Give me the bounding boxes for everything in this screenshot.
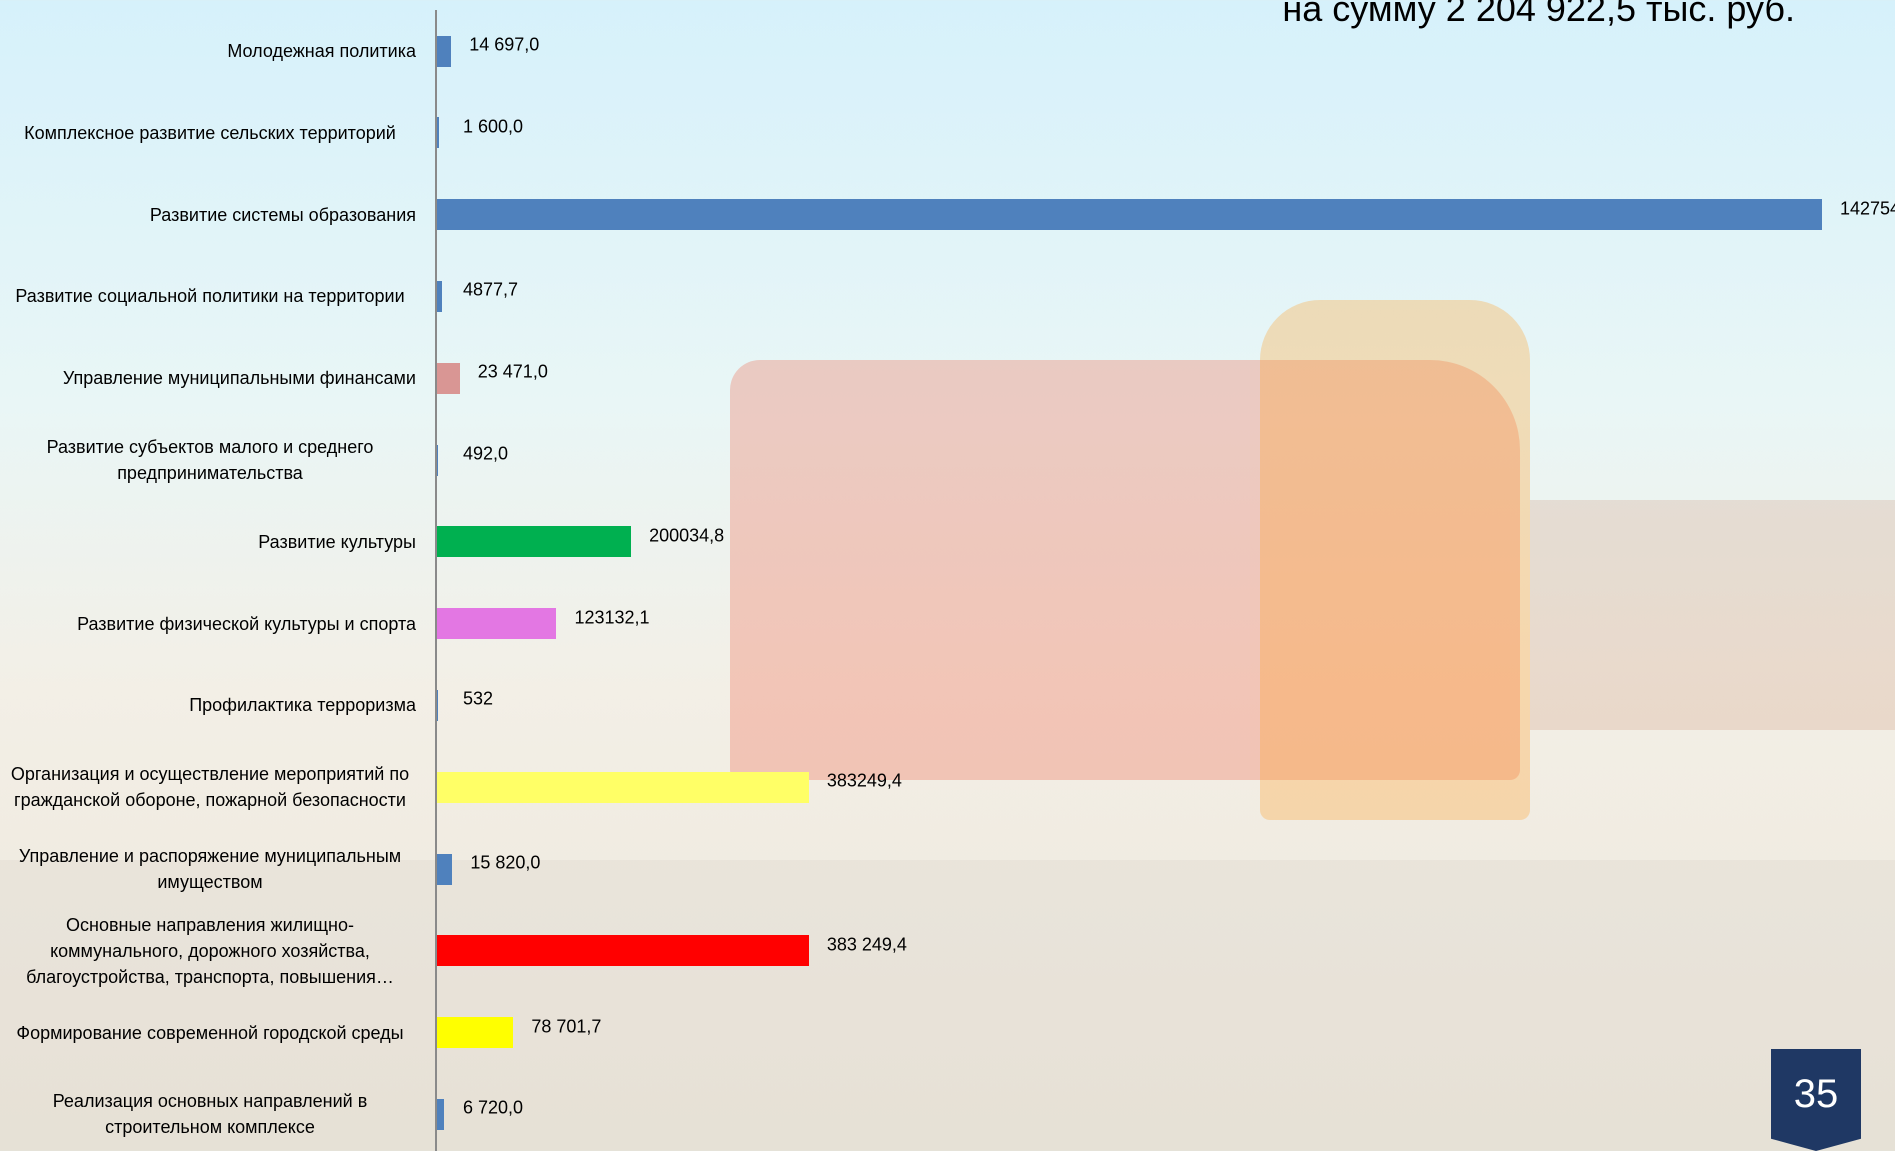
value-label: 15 820,0: [470, 852, 541, 873]
bar: [437, 608, 557, 640]
category-label: Управление и распоряжение муниципальным …: [18, 846, 402, 892]
category-label: Развитие системы образования: [149, 204, 416, 225]
category-label: Организация и осуществление мероприятий …: [10, 764, 410, 811]
value-label: 532: [463, 688, 494, 709]
value-label: 78 701,7: [531, 1016, 602, 1037]
value-label: 6 720,0: [463, 1097, 524, 1118]
category-label: Основные направления жилищно-коммунально…: [26, 914, 394, 987]
bar: [437, 1017, 514, 1049]
category-label: Управление муниципальными финансами: [62, 368, 416, 389]
category-label: Формирование современной городской среды: [16, 1022, 404, 1043]
bar: [437, 935, 809, 967]
category-label: Развитие субъектов малого и среднего пре…: [46, 437, 374, 483]
bar: [437, 1098, 444, 1130]
category-label: Комплексное развитие сельских территорий: [24, 122, 396, 143]
value-label: 1427549: [1840, 198, 1895, 219]
value-label: 200034,8: [649, 525, 725, 546]
value-label: 492,0: [463, 443, 509, 464]
category-label: Развитие социальной политики на территор…: [15, 286, 405, 307]
category-label: Развитие физической культуры и спорта: [77, 613, 416, 634]
axis-line: [435, 10, 437, 1151]
train-body: [730, 360, 1520, 780]
bar: [437, 853, 453, 885]
bar: [437, 280, 442, 312]
value-label: 123132,1: [574, 607, 650, 628]
wagon: [1530, 500, 1895, 730]
value-label: 383249,4: [826, 770, 902, 791]
category-label: Реализация основных направлений в строит…: [52, 1091, 368, 1138]
platform: [0, 860, 1895, 1151]
train-front: [1260, 300, 1530, 820]
category-label: Профилактика терроризма: [189, 695, 416, 716]
bar: [437, 117, 439, 149]
value-label: 14 697,0: [469, 34, 540, 55]
value-label: 23 471,0: [477, 361, 548, 382]
category-label: Молодежная политика: [227, 41, 416, 61]
category-label: Развитие культуры: [258, 531, 416, 552]
bar: [437, 689, 438, 721]
bar: [437, 362, 460, 394]
value-label: 383 249,4: [826, 934, 907, 955]
bar: [437, 35, 452, 67]
value-label: 1 600,0: [463, 116, 524, 137]
bar: [437, 771, 809, 803]
bar: [437, 199, 1822, 231]
page-number: 35: [1771, 1049, 1861, 1151]
bar: [437, 526, 632, 558]
value-label: 4877,7: [463, 279, 519, 300]
slide-title: на сумму 2 204 922,5 тыс. руб.: [1282, 0, 1795, 29]
